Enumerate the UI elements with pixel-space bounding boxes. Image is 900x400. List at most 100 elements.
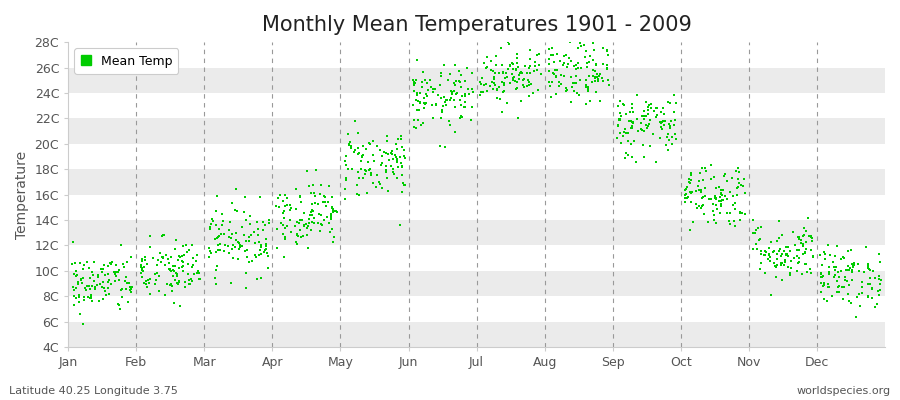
Point xyxy=(277,254,292,260)
Point xyxy=(637,108,652,114)
Point xyxy=(749,226,763,233)
Point xyxy=(99,292,113,298)
Point xyxy=(600,52,615,58)
Point xyxy=(339,176,354,183)
Point xyxy=(583,52,598,59)
Point xyxy=(510,79,525,86)
Point xyxy=(139,254,153,260)
Point xyxy=(262,220,276,226)
Point xyxy=(252,239,266,246)
Point xyxy=(431,92,446,98)
Point xyxy=(352,150,366,156)
Point xyxy=(865,286,879,293)
Point xyxy=(636,113,651,119)
Point xyxy=(821,284,835,290)
Point xyxy=(772,246,787,252)
Point xyxy=(428,102,443,108)
Bar xyxy=(68,245,885,271)
Point xyxy=(410,92,424,98)
Point xyxy=(777,262,791,268)
Point xyxy=(837,255,851,262)
Point xyxy=(617,102,632,108)
Point xyxy=(351,130,365,136)
Point xyxy=(838,277,852,283)
Point xyxy=(428,85,442,92)
Point xyxy=(656,105,670,112)
Point xyxy=(775,251,789,257)
Point xyxy=(821,281,835,288)
Point xyxy=(753,250,768,257)
Point xyxy=(303,189,318,196)
Point xyxy=(76,275,90,281)
Point xyxy=(271,195,285,201)
Point xyxy=(242,259,256,266)
Point xyxy=(861,292,876,299)
Point xyxy=(203,225,218,232)
Point xyxy=(115,286,130,292)
Point xyxy=(733,208,747,215)
Point xyxy=(581,59,596,65)
Point xyxy=(564,99,579,106)
Point xyxy=(762,252,777,258)
Point xyxy=(111,301,125,308)
Point xyxy=(166,300,181,306)
Point xyxy=(418,100,433,106)
Point xyxy=(179,242,194,249)
Point xyxy=(798,260,813,267)
Point xyxy=(644,105,658,112)
Point xyxy=(394,144,409,150)
Point xyxy=(410,106,424,113)
Point xyxy=(655,118,670,124)
Point xyxy=(492,96,507,102)
Point xyxy=(542,46,556,52)
Point xyxy=(529,52,544,58)
Point xyxy=(716,196,730,203)
Point xyxy=(623,109,637,115)
Point xyxy=(257,247,272,253)
Point xyxy=(542,68,556,74)
Point xyxy=(797,224,812,231)
Point xyxy=(209,208,223,214)
Point xyxy=(780,250,795,257)
Point xyxy=(92,298,106,304)
Point xyxy=(683,189,698,195)
Point xyxy=(582,98,597,104)
Point xyxy=(426,86,440,92)
Point xyxy=(494,79,508,85)
Point xyxy=(323,216,338,222)
Point xyxy=(318,194,332,200)
Point xyxy=(380,174,394,181)
Point xyxy=(592,98,607,104)
Point xyxy=(184,275,198,282)
Point xyxy=(163,266,177,272)
Point xyxy=(85,269,99,276)
Point xyxy=(730,184,744,191)
Point xyxy=(795,270,809,277)
Point xyxy=(164,268,178,274)
Point xyxy=(458,92,473,99)
Point xyxy=(283,216,297,223)
Point xyxy=(77,285,92,291)
Point xyxy=(842,263,856,269)
Point xyxy=(407,82,421,88)
Point xyxy=(396,180,410,186)
Point xyxy=(860,262,875,269)
Point xyxy=(732,168,746,175)
Point xyxy=(592,70,607,77)
Point xyxy=(225,200,239,206)
Point xyxy=(490,95,504,102)
Point xyxy=(697,211,711,218)
Point xyxy=(700,219,715,225)
Point xyxy=(830,243,844,250)
Point xyxy=(622,117,636,124)
Point xyxy=(502,63,517,69)
Point xyxy=(239,246,254,253)
Point xyxy=(433,143,447,150)
Point xyxy=(358,167,373,173)
Point xyxy=(666,92,680,98)
Point xyxy=(209,249,223,255)
Point xyxy=(165,288,179,294)
Point xyxy=(789,268,804,274)
Point xyxy=(203,221,218,227)
Point xyxy=(621,130,635,136)
